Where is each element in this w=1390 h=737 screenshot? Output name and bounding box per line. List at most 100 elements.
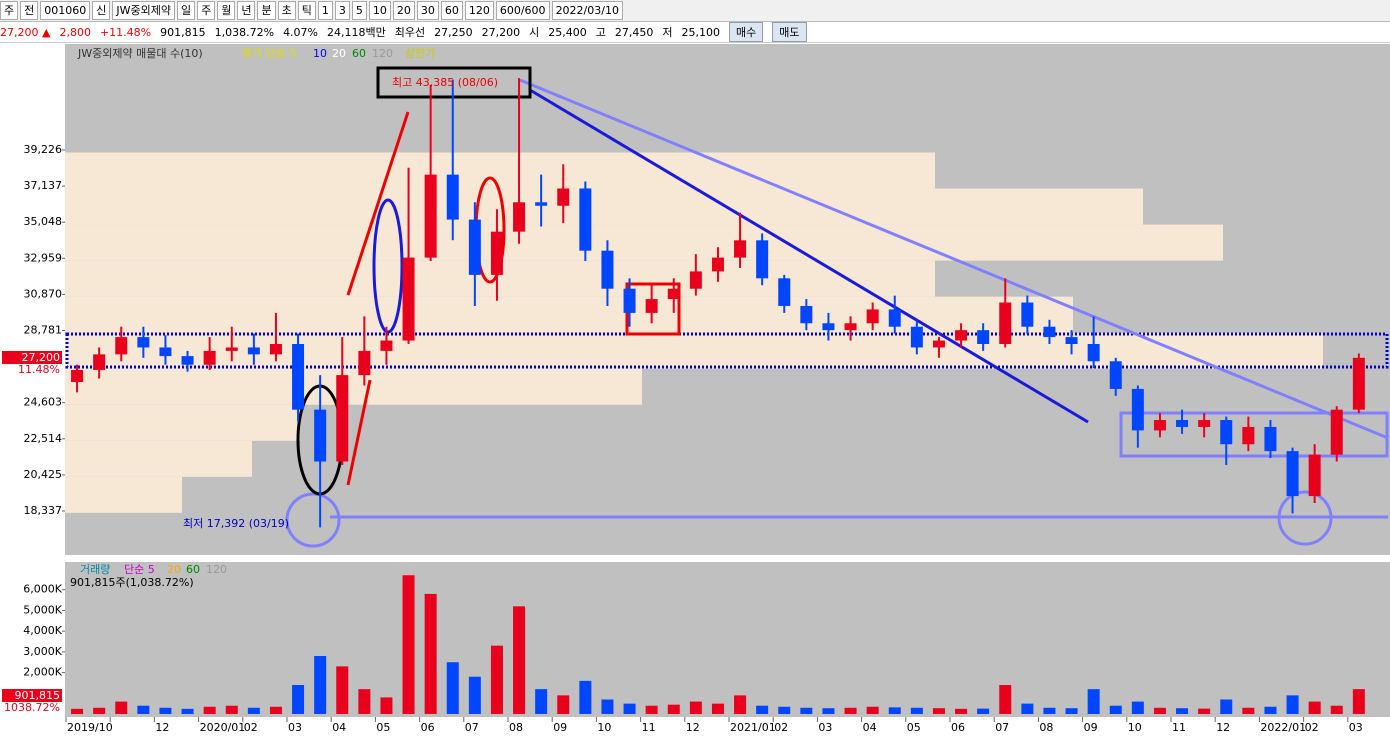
candle-body <box>137 337 150 348</box>
toolbar-item[interactable]: 초 <box>277 1 296 20</box>
profile-bar <box>65 224 1223 261</box>
toolbar-item[interactable]: 2022/03/10 <box>551 1 623 20</box>
toolbar-item[interactable]: 10 <box>368 1 391 20</box>
profile-bar <box>65 476 182 513</box>
y-tick-label: 28,781 <box>24 324 63 337</box>
volume-bar <box>866 706 879 714</box>
candle-body <box>667 288 680 300</box>
toolbar-item[interactable]: 분 <box>257 1 276 20</box>
candle-body <box>535 202 548 206</box>
candle-body <box>380 340 393 351</box>
candle-body <box>601 250 614 289</box>
candle-body <box>800 305 813 324</box>
toolbar-item[interactable]: 1 <box>317 1 333 20</box>
volume-bar <box>955 708 968 714</box>
quote-item: +11.48% <box>99 25 152 39</box>
trend-arrow <box>529 88 1089 424</box>
vol-tick-label: 5,000K <box>23 603 62 616</box>
volume-bar <box>269 706 282 714</box>
axis-bg <box>0 44 65 737</box>
candle-body <box>1352 357 1365 410</box>
y-tick-label: 30,870 <box>24 287 63 300</box>
toolbar-item[interactable]: 5 <box>351 1 367 20</box>
quote-item: 고 <box>595 26 606 39</box>
x-tick-label: 02 <box>1305 721 1319 734</box>
toolbar-item[interactable]: 신 <box>92 1 111 20</box>
toolbar-item[interactable]: 3 <box>334 1 350 20</box>
toolbar-item[interactable]: 20 <box>392 1 415 20</box>
candle-body <box>225 347 238 351</box>
quote-item: 저 <box>662 26 673 39</box>
order-button[interactable]: 매도 <box>772 22 807 42</box>
quote-item: 1,038.72% <box>214 25 275 39</box>
toolbar-item[interactable]: 600/600 <box>495 1 550 20</box>
volume-bar <box>579 680 592 714</box>
volume-bar <box>1352 689 1365 714</box>
x-tick-label: 2021/01 <box>730 721 776 734</box>
x-tick-label: 07 <box>465 721 479 734</box>
y-tick-label: 18,337 <box>24 504 63 517</box>
toolbar-item[interactable]: 전 <box>20 1 39 20</box>
toolbar-item[interactable]: 120 <box>464 1 494 20</box>
volume-bar <box>844 707 857 714</box>
candle-body <box>468 219 481 275</box>
candle-body <box>932 340 945 348</box>
toolbar-item[interactable]: JW중외제약 <box>112 1 175 20</box>
volume-bar <box>1198 708 1211 714</box>
volume-bar <box>800 707 813 714</box>
candle-body <box>292 343 305 410</box>
x-tick-label: 06 <box>421 721 435 734</box>
vol-tag-label: 901,815 <box>15 689 61 702</box>
toolbar-item[interactable]: 일 <box>176 1 196 20</box>
candle-body <box>1198 420 1211 427</box>
toolbar-item[interactable]: 60 <box>440 1 463 20</box>
toolbar-item[interactable]: 주 <box>197 1 216 20</box>
toolbar-item[interactable]: 월 <box>217 1 236 20</box>
candle-body <box>1242 426 1255 445</box>
candle-body <box>1153 420 1166 431</box>
candle-body <box>181 356 194 365</box>
order-button[interactable]: 매수 <box>729 22 764 42</box>
xaxis-bg <box>0 717 1390 737</box>
x-tick-label: 11 <box>642 721 656 734</box>
candle-body <box>115 337 128 355</box>
volume-bar <box>1264 706 1277 714</box>
volume-bar <box>1065 708 1078 714</box>
volume-bar <box>1109 705 1122 714</box>
quote-item: 27,200 <box>481 25 521 39</box>
vol-tick-label: 6,000K <box>23 583 62 596</box>
candle-body <box>1065 337 1078 344</box>
trend-line <box>519 78 1389 440</box>
x-tick-label: 03 <box>1349 721 1363 734</box>
candle-body <box>1109 361 1122 389</box>
toolbar-item[interactable]: 년 <box>237 1 256 20</box>
candle-body <box>910 326 923 348</box>
toolbar-item[interactable]: 30 <box>416 1 439 20</box>
volume-bar <box>1242 707 1255 714</box>
toolbar-item[interactable]: 틱 <box>297 1 316 20</box>
candle-body <box>1286 451 1299 497</box>
volume-bar <box>181 708 194 714</box>
toolbar-item[interactable]: 001060 <box>40 1 91 20</box>
profile-bar <box>65 440 252 477</box>
volume-bar <box>336 666 349 714</box>
toolbar-item[interactable]: 주 <box>0 1 19 20</box>
volume-bar <box>71 708 84 714</box>
profile-bar <box>65 188 1143 225</box>
quote-item: 27,250 <box>434 25 473 39</box>
x-tick-label: 02 <box>244 721 258 734</box>
quote-item: 최우선 <box>394 26 426 39</box>
arrow <box>346 379 372 486</box>
legend: 종가 단순 5 <box>242 47 296 60</box>
candle-body <box>999 302 1012 344</box>
x-tick-label: 2020/01 <box>200 721 246 734</box>
support-box <box>65 332 1389 369</box>
candle-body <box>93 354 106 370</box>
legend: 120 <box>206 563 227 576</box>
legend: 60 <box>186 563 200 576</box>
x-tick-label: 03 <box>288 721 302 734</box>
volume-bar <box>645 705 658 714</box>
x-tick-label: 08 <box>509 721 523 734</box>
volume-bar <box>557 695 570 714</box>
candle-body <box>269 343 282 355</box>
